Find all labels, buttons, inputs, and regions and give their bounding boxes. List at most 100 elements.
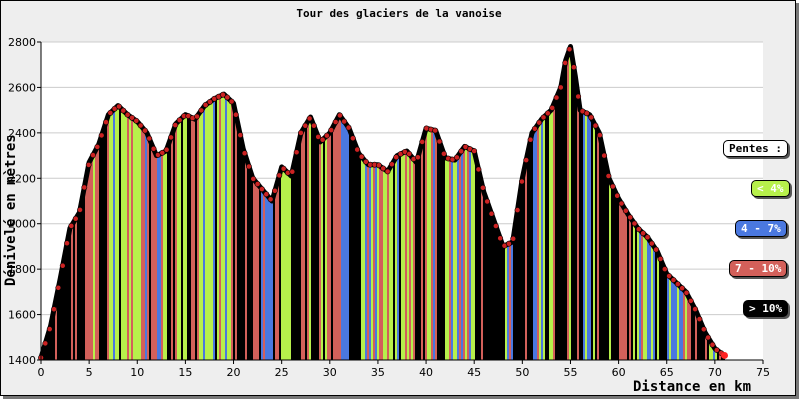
slope-stripe-210 <box>461 151 463 360</box>
slope-stripe-70 <box>181 118 183 360</box>
slope-stripe-46 <box>133 118 135 360</box>
slope-stripe-256 <box>553 105 555 361</box>
elevation-point-112 <box>523 157 530 163</box>
slope-stripe-243 <box>527 156 529 360</box>
slope-stripe-171 <box>383 168 385 360</box>
slope-stripe-283 <box>607 169 609 360</box>
elevation-point-140 <box>644 234 651 241</box>
y-tick-label-1: 1600 <box>8 309 36 322</box>
slope-stripe-202 <box>445 156 447 360</box>
slope-stripe-208 <box>457 157 459 360</box>
slope-stripe-307 <box>655 248 657 360</box>
slope-stripe-316 <box>673 279 675 360</box>
slope-stripe-232 <box>505 245 507 360</box>
slope-stripe-304 <box>649 239 651 360</box>
slope-stripe-284 <box>609 178 611 360</box>
y-tick-label-3: 2000 <box>8 218 36 231</box>
slope-stripe-57 <box>155 152 157 360</box>
slope-stripe-224 <box>489 206 491 360</box>
slope-stripe-112 <box>265 192 267 360</box>
slope-stripe-229 <box>499 234 501 360</box>
elevation-point-7 <box>68 222 75 229</box>
elevation-point-2 <box>46 326 53 332</box>
elevation-point-91 <box>432 127 439 134</box>
slope-stripe-97 <box>235 110 237 360</box>
slope-stripe-153 <box>347 125 349 361</box>
slope-stripe-310 <box>661 260 663 360</box>
elevation-point-74 <box>358 153 365 160</box>
slope-stripe-29 <box>99 143 101 360</box>
slope-stripe-331 <box>703 327 705 360</box>
elevation-point-127 <box>588 114 595 121</box>
elevation-point-128 <box>592 122 599 129</box>
slope-stripe-217 <box>475 154 477 360</box>
elevation-point-78 <box>375 162 382 169</box>
slope-stripe-205 <box>451 159 453 360</box>
slope-stripe-67 <box>175 126 177 360</box>
x-tick-label-9: 45 <box>467 366 481 379</box>
slope-stripe-137 <box>315 128 317 360</box>
slope-stripe-68 <box>177 122 179 360</box>
x-tick-label-6: 30 <box>323 366 337 379</box>
elevation-point-55 <box>276 172 283 179</box>
slope-stripe-123 <box>287 172 289 360</box>
slope-stripe-76 <box>193 118 195 360</box>
x-tick-label-4: 20 <box>227 366 241 379</box>
slope-stripe-125 <box>291 175 293 360</box>
elevation-point-103 <box>484 198 491 205</box>
legend-item-lt4: < 4% <box>751 180 790 197</box>
slope-stripe-96 <box>233 102 235 361</box>
elevation-point-108 <box>505 240 512 247</box>
slope-stripe-131 <box>303 129 305 360</box>
slope-stripe-252 <box>545 116 547 360</box>
elevation-point-146 <box>670 277 677 283</box>
elevation-point-26 <box>150 145 157 152</box>
slope-stripe-302 <box>645 235 647 360</box>
slope-stripe-218 <box>477 162 479 360</box>
slope-stripe-128 <box>297 150 299 360</box>
slope-stripe-239 <box>519 200 521 360</box>
elevation-point-113 <box>527 136 534 143</box>
slope-stripe-178 <box>397 155 399 360</box>
elevation-point-14 <box>98 132 105 139</box>
slope-stripe-107 <box>255 180 257 360</box>
elevation-point-96 <box>453 154 460 161</box>
slope-stripe-235 <box>511 242 513 360</box>
x-tick-label-3: 15 <box>178 366 192 379</box>
slope-stripe-141 <box>323 139 325 360</box>
elevation-point-10 <box>81 184 88 191</box>
elevation-point-102 <box>479 184 486 191</box>
slope-stripe-34 <box>109 114 111 360</box>
slope-stripe-321 <box>683 289 685 360</box>
slope-stripe-35 <box>111 112 113 360</box>
slope-stripe-36 <box>113 110 115 360</box>
slope-stripe-16 <box>73 223 75 360</box>
elevation-point-39 <box>206 99 213 105</box>
elevation-point-44 <box>228 98 235 105</box>
slope-stripe-167 <box>375 164 377 360</box>
slope-stripe-338 <box>717 350 719 360</box>
slope-stripe-33 <box>107 118 109 361</box>
slope-stripe-111 <box>263 190 265 360</box>
slope-stripe-102 <box>245 154 247 360</box>
slope-stripe-258 <box>557 96 559 360</box>
slope-stripe-301 <box>643 233 645 360</box>
slope-stripe-272 <box>585 112 587 360</box>
slope-stripe-74 <box>189 116 191 361</box>
elevation-point-136 <box>627 214 634 221</box>
slope-stripe-30 <box>101 137 103 360</box>
elevation-point-93 <box>440 150 447 157</box>
slope-stripe-275 <box>591 117 593 360</box>
elevation-point-75 <box>362 158 369 165</box>
slope-stripe-315 <box>671 277 673 360</box>
elevation-point-137 <box>631 220 638 227</box>
y-axis-label: Dénivelé en mètres <box>3 134 19 286</box>
slope-stripe-169 <box>379 165 381 360</box>
slope-stripe-257 <box>555 101 557 360</box>
x-tick-label-5: 25 <box>275 366 289 379</box>
slope-stripe-269 <box>579 102 581 361</box>
slope-stripe-259 <box>559 91 561 361</box>
slope-stripe-26 <box>93 155 95 360</box>
slope-stripe-90 <box>221 95 223 360</box>
slope-stripe-293 <box>627 212 629 360</box>
